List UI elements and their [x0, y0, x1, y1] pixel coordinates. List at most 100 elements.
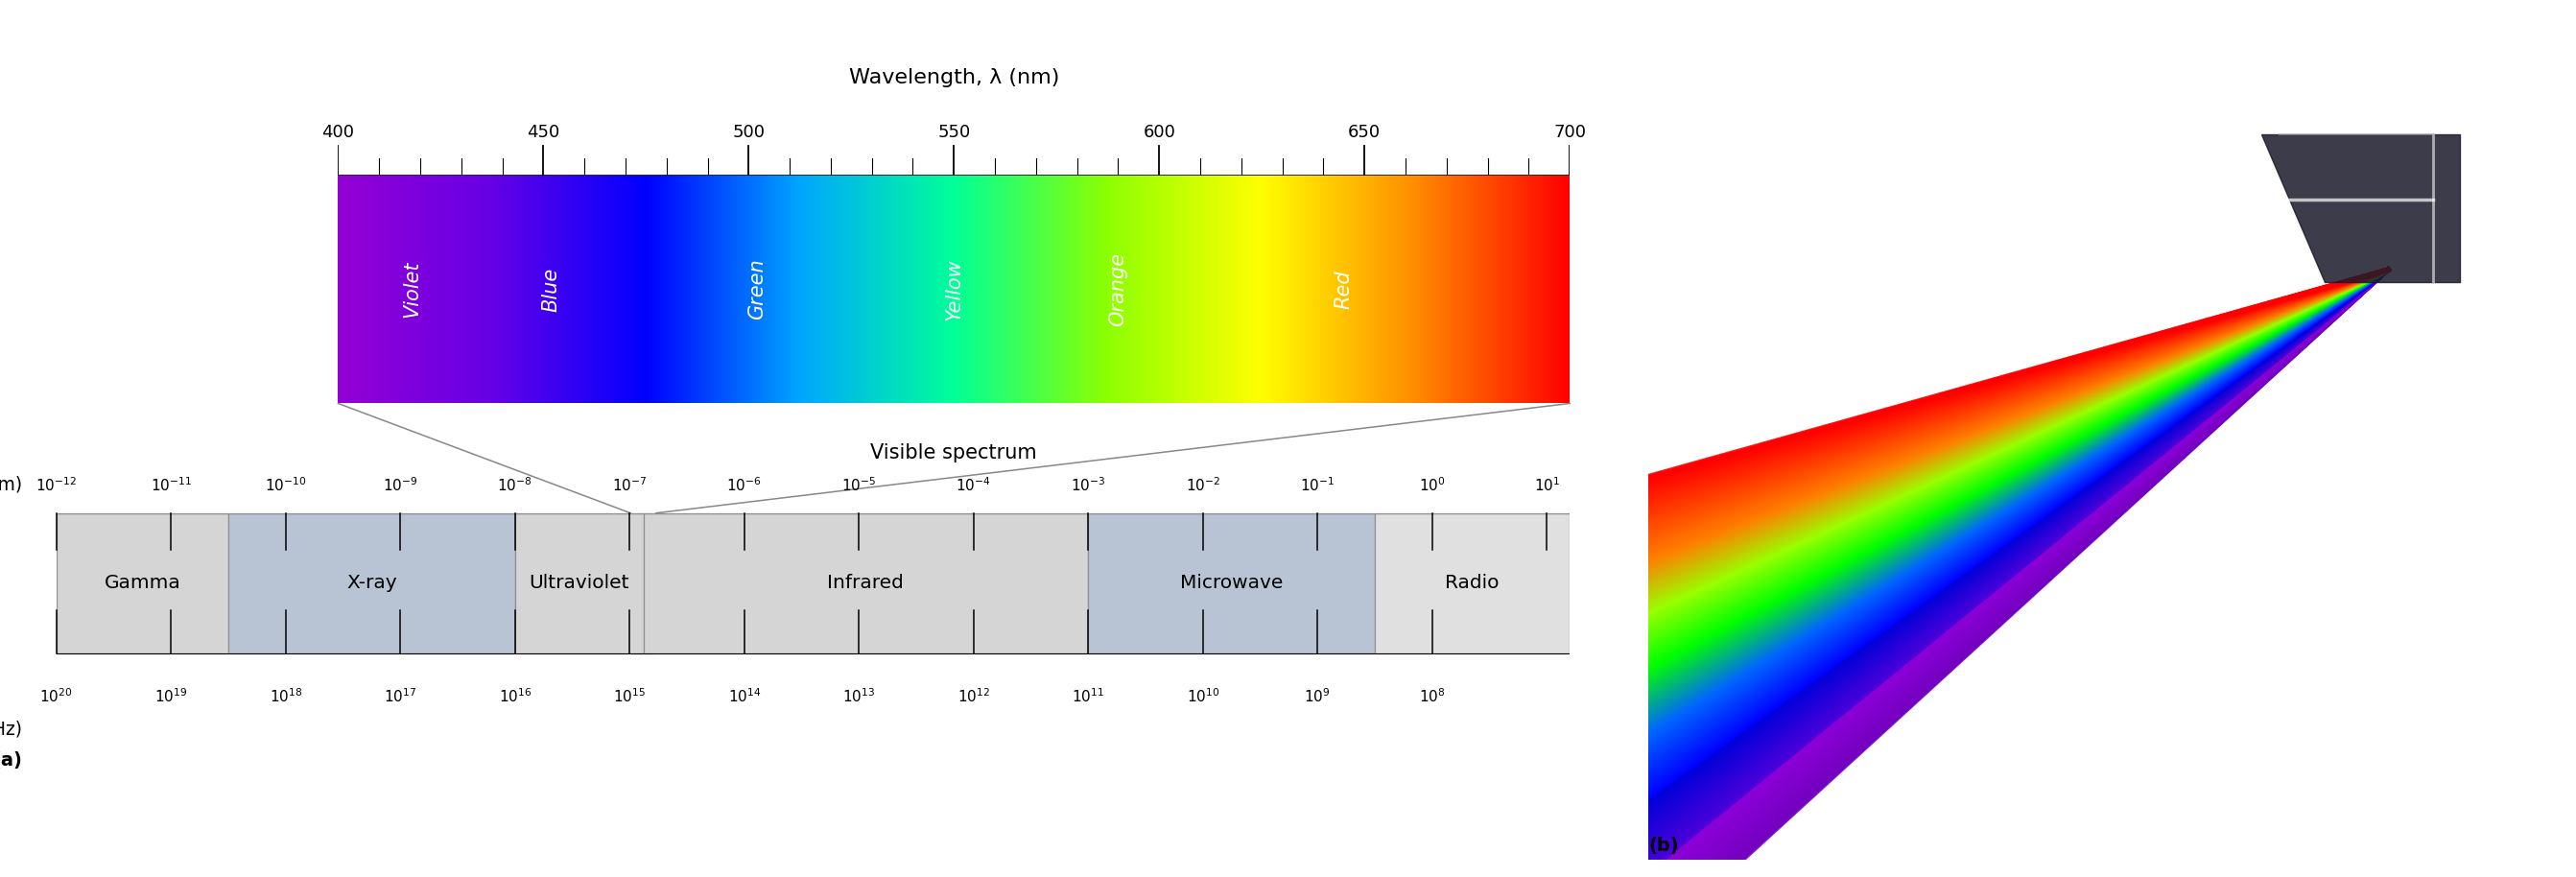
Polygon shape — [1535, 266, 2391, 877]
Polygon shape — [1538, 266, 2391, 877]
Polygon shape — [1378, 267, 2391, 624]
Polygon shape — [1525, 266, 2391, 865]
Text: $10^{17}$: $10^{17}$ — [384, 688, 417, 706]
Polygon shape — [1368, 267, 2391, 597]
Text: 700: 700 — [1553, 124, 1587, 141]
Polygon shape — [1473, 267, 2391, 797]
Polygon shape — [1494, 267, 2391, 828]
Polygon shape — [1427, 267, 2391, 726]
Text: $10^{1}$: $10^{1}$ — [1533, 476, 1561, 494]
Polygon shape — [1417, 267, 2391, 706]
Polygon shape — [1401, 267, 2391, 673]
Polygon shape — [1517, 266, 2391, 857]
Polygon shape — [1445, 267, 2391, 756]
Polygon shape — [1489, 267, 2391, 822]
Polygon shape — [1458, 267, 2391, 774]
Polygon shape — [1481, 267, 2391, 810]
Polygon shape — [1455, 267, 2391, 770]
Text: Gamma: Gamma — [103, 574, 180, 592]
Polygon shape — [1587, 266, 2391, 877]
Polygon shape — [1370, 267, 2391, 602]
Polygon shape — [1360, 267, 2391, 576]
Polygon shape — [1587, 266, 2391, 877]
Polygon shape — [1605, 266, 2391, 877]
Polygon shape — [1543, 266, 2391, 877]
Polygon shape — [1406, 267, 2391, 687]
Polygon shape — [1378, 267, 2391, 622]
Text: Wavelength, λ (nm): Wavelength, λ (nm) — [848, 68, 1059, 87]
Text: 500: 500 — [732, 124, 765, 141]
Polygon shape — [1530, 266, 2391, 871]
Polygon shape — [1558, 266, 2391, 877]
Polygon shape — [1440, 267, 2391, 745]
Text: Red: Red — [1334, 270, 1352, 309]
Text: $10^{13}$: $10^{13}$ — [842, 688, 876, 706]
Polygon shape — [1486, 267, 2391, 817]
Polygon shape — [1623, 266, 2391, 877]
Polygon shape — [1561, 266, 2391, 877]
Polygon shape — [1448, 267, 2391, 759]
Polygon shape — [1388, 267, 2391, 649]
Polygon shape — [1358, 267, 2391, 570]
Bar — [644, 513, 1087, 653]
Text: $10^{-11}$: $10^{-11}$ — [149, 476, 191, 494]
Text: $10^{9}$: $10^{9}$ — [1303, 688, 1332, 706]
Polygon shape — [1479, 267, 2391, 805]
Polygon shape — [1360, 267, 2391, 578]
Polygon shape — [1409, 267, 2391, 691]
Polygon shape — [1481, 267, 2391, 808]
Polygon shape — [1525, 266, 2391, 867]
Polygon shape — [1543, 266, 2391, 877]
Polygon shape — [1577, 266, 2391, 877]
Polygon shape — [1471, 267, 2391, 795]
Polygon shape — [1512, 266, 2391, 851]
Polygon shape — [1358, 267, 2391, 572]
Polygon shape — [1476, 267, 2391, 802]
Polygon shape — [1499, 267, 2391, 832]
Polygon shape — [1561, 266, 2391, 877]
Polygon shape — [1595, 266, 2391, 877]
Polygon shape — [1437, 267, 2391, 740]
Polygon shape — [1507, 266, 2391, 844]
Polygon shape — [1373, 267, 2391, 608]
Text: Orange: Orange — [1108, 253, 1128, 326]
Polygon shape — [1507, 266, 2391, 843]
Polygon shape — [1432, 267, 2391, 733]
Text: 600: 600 — [1144, 124, 1175, 141]
Polygon shape — [1368, 267, 2391, 595]
Polygon shape — [1522, 266, 2391, 862]
Polygon shape — [1381, 267, 2391, 628]
Polygon shape — [1600, 266, 2391, 877]
Polygon shape — [1582, 266, 2391, 877]
Polygon shape — [1450, 267, 2391, 764]
Text: X-ray: X-ray — [345, 574, 397, 592]
Polygon shape — [1489, 267, 2391, 819]
Polygon shape — [1388, 267, 2391, 645]
Polygon shape — [1515, 266, 2391, 854]
Polygon shape — [1502, 267, 2391, 838]
Text: $10^{-2}$: $10^{-2}$ — [1185, 476, 1221, 494]
Polygon shape — [1551, 266, 2391, 877]
Polygon shape — [1422, 267, 2391, 715]
Polygon shape — [1394, 267, 2391, 656]
Text: Violet: Violet — [402, 260, 422, 318]
Bar — [1376, 513, 1569, 653]
Polygon shape — [1510, 266, 2391, 846]
Polygon shape — [1564, 266, 2391, 877]
Polygon shape — [1450, 267, 2391, 763]
Polygon shape — [1623, 266, 2391, 877]
Polygon shape — [1365, 267, 2391, 593]
Polygon shape — [1437, 267, 2391, 742]
Polygon shape — [1448, 267, 2391, 759]
Polygon shape — [1499, 267, 2391, 835]
Polygon shape — [1499, 267, 2391, 833]
Polygon shape — [1381, 267, 2391, 629]
Polygon shape — [1370, 267, 2391, 605]
Polygon shape — [1376, 267, 2391, 614]
Polygon shape — [1360, 267, 2391, 574]
Polygon shape — [1504, 266, 2391, 841]
Polygon shape — [1584, 266, 2391, 877]
Polygon shape — [1363, 267, 2391, 581]
Polygon shape — [1425, 267, 2391, 717]
Text: Blue: Blue — [541, 267, 562, 311]
